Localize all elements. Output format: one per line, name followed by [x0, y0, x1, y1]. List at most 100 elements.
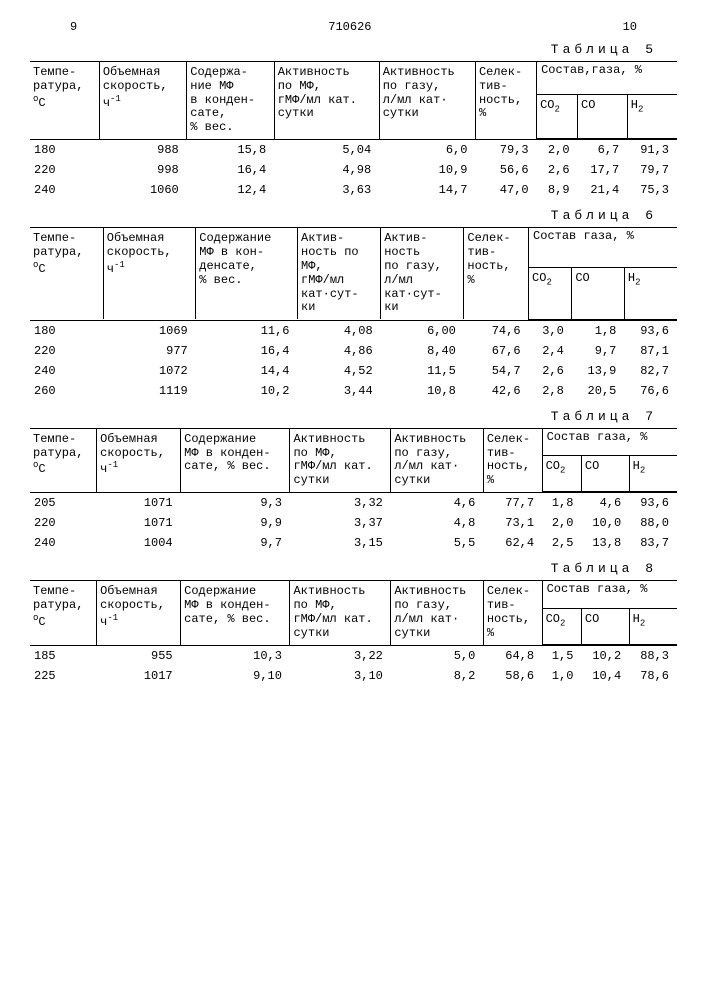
table-row: 20510719,33,324,677,71,84,693,6 — [30, 493, 677, 514]
cell: 205 — [30, 493, 97, 514]
col-h2: H2 — [629, 608, 677, 644]
cell: 5,04 — [274, 140, 379, 161]
col-h2: H2 — [629, 456, 677, 492]
cell: 220 — [30, 513, 97, 533]
cell: 1004 — [97, 533, 181, 553]
cell: 47,0 — [475, 180, 536, 200]
col-co2: CO2 — [542, 608, 581, 644]
col-cont: СодержаниеМФ в конден-сате, % вес. — [181, 581, 290, 645]
col-co2: CO2 — [537, 95, 578, 139]
cell: 1119 — [103, 381, 195, 401]
t7-body: 20510719,33,324,677,71,84,693,622010719,… — [30, 493, 677, 554]
cell: 20,5 — [572, 381, 625, 401]
col-actmf: Актив-ность поМФ,гМФ/млкат·сут-ки — [298, 228, 381, 319]
cell: 62,4 — [483, 533, 542, 553]
cell: 14,4 — [196, 361, 298, 381]
cell: 14,7 — [379, 180, 475, 200]
col-temp: Темпе-ратура,оС — [30, 581, 97, 645]
cell: 10,3 — [181, 646, 290, 667]
col-gas: Состав газа, % — [529, 228, 677, 267]
table-row: 22010719,93,374,873,12,010,088,0 — [30, 513, 677, 533]
cell: 6,00 — [381, 320, 464, 341]
cell: 2,6 — [537, 160, 578, 180]
cell: 42,6 — [464, 381, 529, 401]
col-actgas: Активностьпо газу,л/мл кат·сутки — [391, 581, 483, 645]
col-actmf: Активностьпо МФ,гМФ/мл кат.сутки — [290, 428, 391, 492]
cell: 1,8 — [542, 493, 581, 514]
cell: 1,5 — [542, 646, 581, 667]
col-temp: Темпе-ратура,оС — [30, 62, 99, 139]
cell: 220 — [30, 341, 103, 361]
cell: 8,40 — [381, 341, 464, 361]
cell: 58,6 — [483, 666, 542, 686]
col-co2: CO2 — [542, 456, 581, 492]
cell: 13,9 — [572, 361, 625, 381]
cell: 2,6 — [529, 361, 572, 381]
cell: 998 — [99, 160, 186, 180]
table-row: 240107214,44,5211,554,72,613,982,7 — [30, 361, 677, 381]
col-vol: Объемнаяскорость,ч-1 — [97, 581, 181, 645]
cell: 4,52 — [298, 361, 381, 381]
cell: 3,37 — [290, 513, 391, 533]
cell: 10,2 — [196, 381, 298, 401]
col-vol: Объемнаяскорость,ч-1 — [99, 62, 186, 139]
cell: 1017 — [97, 666, 181, 686]
page-num-left: 9 — [70, 20, 77, 34]
cell: 6,7 — [578, 140, 628, 161]
cell: 240 — [30, 180, 99, 200]
t5-body: 18098815,85,046,079,32,06,791,322099816,… — [30, 140, 677, 201]
cell: 977 — [103, 341, 195, 361]
table-row: 22099816,44,9810,956,62,617,779,7 — [30, 160, 677, 180]
cell: 93,6 — [629, 493, 677, 514]
cell: 3,15 — [290, 533, 391, 553]
cell: 17,7 — [578, 160, 628, 180]
col-temp: Темпе-ратура,оС — [30, 228, 103, 319]
col-actmf: Активностьпо МФ,гМФ/мл кат.сутки — [290, 581, 391, 645]
cell: 2,0 — [542, 513, 581, 533]
cell: 3,0 — [529, 320, 572, 341]
col-actgas: Активностьпо газу,л/мл кат·сутки — [379, 62, 475, 139]
cell: 64,8 — [483, 646, 542, 667]
cell: 4,86 — [298, 341, 381, 361]
cell: 9,9 — [181, 513, 290, 533]
cell: 1060 — [99, 180, 186, 200]
cell: 3,63 — [274, 180, 379, 200]
cell: 83,7 — [629, 533, 677, 553]
t6-body: 180106911,64,086,0074,63,01,893,62209771… — [30, 320, 677, 401]
col-h2: H2 — [624, 267, 677, 319]
col-cont: СодержаниеМФ в конден-сате, % вес. — [181, 428, 290, 492]
col-h2: H2 — [627, 95, 677, 139]
cell: 56,6 — [475, 160, 536, 180]
col-sel: Селек-тив-ность,% — [464, 228, 529, 319]
cell: 2,8 — [529, 381, 572, 401]
caption-t5: Таблица 5 — [30, 42, 657, 57]
table-row: 260111910,23,4410,842,62,820,576,6 — [30, 381, 677, 401]
col-co: CO — [578, 95, 628, 139]
cell: 21,4 — [578, 180, 628, 200]
cell: 2,4 — [529, 341, 572, 361]
cell: 10,9 — [379, 160, 475, 180]
caption-t8: Таблица 8 — [30, 561, 657, 576]
cell: 225 — [30, 666, 97, 686]
cell: 5,0 — [391, 646, 483, 667]
cell: 220 — [30, 160, 99, 180]
table-8: Темпе-ратура,оС Объемнаяскорость,ч-1 Сод… — [30, 580, 677, 686]
cell: 78,6 — [629, 666, 677, 686]
col-actmf: Активностьпо МФ,гМФ/мл кат.сутки — [274, 62, 379, 139]
cell: 16,4 — [196, 341, 298, 361]
cell: 13,8 — [581, 533, 629, 553]
cell: 10,8 — [381, 381, 464, 401]
cell: 11,5 — [381, 361, 464, 381]
table-6: Темпе-ратура,оС Объемнаяскорость,ч-1 Сод… — [30, 227, 677, 400]
cell: 1,8 — [572, 320, 625, 341]
page-header: 9 710626 10 — [30, 20, 677, 34]
page-num-right: 10 — [623, 20, 637, 34]
cell: 1072 — [103, 361, 195, 381]
cell: 8,2 — [391, 666, 483, 686]
cell: 11,6 — [196, 320, 298, 341]
cell: 15,8 — [187, 140, 274, 161]
col-sel: Селек-тив-ность,% — [475, 62, 536, 139]
cell: 4,6 — [391, 493, 483, 514]
col-co: CO — [572, 267, 625, 319]
col-vol: Объемнаяскорость,ч-1 — [97, 428, 181, 492]
